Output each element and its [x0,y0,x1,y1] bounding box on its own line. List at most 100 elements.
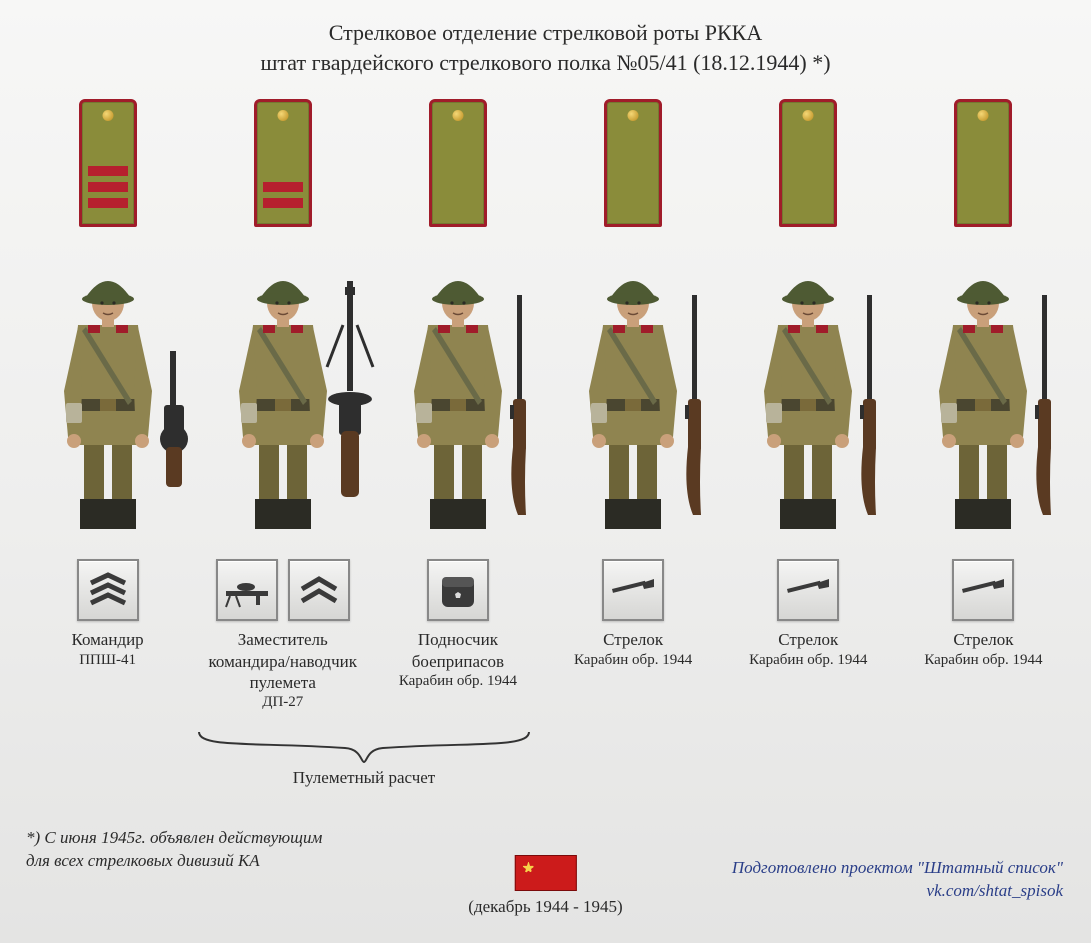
epaulette-col [370,99,545,227]
soldier-col [721,241,896,541]
carbine-weapon-icon [500,295,540,519]
role-label: СтрелокКарабин обр. 1944 [924,629,1042,707]
icons-col [195,559,370,621]
weapon-text: Карабин обр. 1944 [924,651,1042,670]
role-text: Командир [71,629,143,650]
ussr-flag-icon [514,855,576,891]
epaulette [954,99,1012,227]
carbine-weapon-icon [1025,295,1065,519]
role-label: СтрелокКарабин обр. 1944 [574,629,692,707]
weapon-text: Карабин обр. 1944 [749,651,867,670]
epaulette-stripe [88,182,128,192]
role-text: Стрелок [574,629,692,650]
epaulette-button-icon [277,110,288,121]
soldier-wrap [28,241,188,541]
role-label: Заместитель командира/наводчик пулеметаД… [195,629,370,712]
epaulette-stripe [88,166,128,176]
role-label: Подносчик боеприпасовКарабин обр. 1944 [370,629,545,707]
epaulette-button-icon [452,110,463,121]
soldier-col [20,241,195,541]
label-col: СтрелокКарабин обр. 1944 [896,629,1071,712]
epaulette-stripe [263,198,303,208]
epaulette [79,99,137,227]
brace-icon [195,728,533,766]
weapon-text: Карабин обр. 1944 [574,651,692,670]
soldier-col [195,241,370,541]
brace-group: Пулеметный расчет [195,728,533,788]
title-line2: штат гвардейского стрелкового полка №05/… [0,48,1091,78]
epaulette [254,99,312,227]
epaulette [429,99,487,227]
soldiers-row [0,241,1091,541]
dp-weapon-icon [216,559,278,621]
role-text: Заместитель командира/наводчик пулемета [195,629,370,693]
soldier-wrap [203,241,363,541]
footnote: *) С июня 1945г. объявлен действующим дл… [26,827,322,873]
epaulette-col [195,99,370,227]
ammo-bag-icon [427,559,489,621]
ppsh-weapon-icon [146,351,202,501]
epaulette-stripe [263,182,303,192]
footnote-line2: для всех стрелковых дивизий КА [26,850,322,873]
chart-title: Стрелковое отделение стрелковой роты РКК… [0,0,1091,77]
icons-col [370,559,545,621]
rank-sergeant-icon [77,559,139,621]
credit: Подготовлено проектом "Штатный список" v… [732,857,1063,903]
label-col: КомандирППШ-41 [20,629,195,712]
weapon-text: ДП-27 [195,693,370,712]
credit-line1: Подготовлено проектом "Штатный список" [732,857,1063,880]
role-text: Подносчик боеприпасов [370,629,545,672]
icon-group [77,559,139,621]
flag-block: (декабрь 1944 - 1945) [468,855,622,917]
epaulette-col [20,99,195,227]
epaulette-col [546,99,721,227]
epaulette-button-icon [628,110,639,121]
role-label: СтрелокКарабин обр. 1944 [749,629,867,707]
rifle-icon [602,559,664,621]
label-col: Заместитель командира/наводчик пулеметаД… [195,629,370,712]
icon-group [216,559,350,621]
soldier-col [546,241,721,541]
epaulette-button-icon [102,110,113,121]
label-col: СтрелокКарабин обр. 1944 [721,629,896,712]
epaulette-col [896,99,1071,227]
epaulettes-row [0,99,1091,227]
icons-col [721,559,896,621]
rifle-icon [777,559,839,621]
soldier-wrap [553,241,713,541]
epaulette [604,99,662,227]
role-text: Стрелок [749,629,867,650]
weapon-text: ППШ-41 [71,651,143,670]
label-col: Подносчик боеприпасовКарабин обр. 1944 [370,629,545,712]
epaulette [779,99,837,227]
epaulette-col [721,99,896,227]
icon-group [427,559,489,621]
role-text: Стрелок [924,629,1042,650]
carbine-weapon-icon [675,295,715,519]
rank-junior-icon [288,559,350,621]
label-col: СтрелокКарабин обр. 1944 [546,629,721,712]
brace-label: Пулеметный расчет [195,768,533,788]
title-line1: Стрелковое отделение стрелковой роты РКК… [0,18,1091,48]
soldier-wrap [728,241,888,541]
credit-line2: vk.com/shtat_spisok [732,880,1063,903]
carbine-weapon-icon [850,295,890,519]
soldier-wrap [378,241,538,541]
icons-col [896,559,1071,621]
icon-group [777,559,839,621]
soldier-wrap [903,241,1063,541]
rifle-icon [952,559,1014,621]
epaulette-button-icon [803,110,814,121]
icon-group [602,559,664,621]
role-label: КомандирППШ-41 [71,629,143,707]
soldier-col [896,241,1071,541]
icons-col [20,559,195,621]
soldier-col [370,241,545,541]
epaulette-stripe [88,198,128,208]
icons-row [0,559,1091,621]
weapon-text: Карабин обр. 1944 [370,672,545,691]
footnote-line1: *) С июня 1945г. объявлен действующим [26,827,322,850]
date-range: (декабрь 1944 - 1945) [468,897,622,917]
labels-row: КомандирППШ-41 Заместитель командира/наво… [0,629,1091,712]
icons-col [546,559,721,621]
